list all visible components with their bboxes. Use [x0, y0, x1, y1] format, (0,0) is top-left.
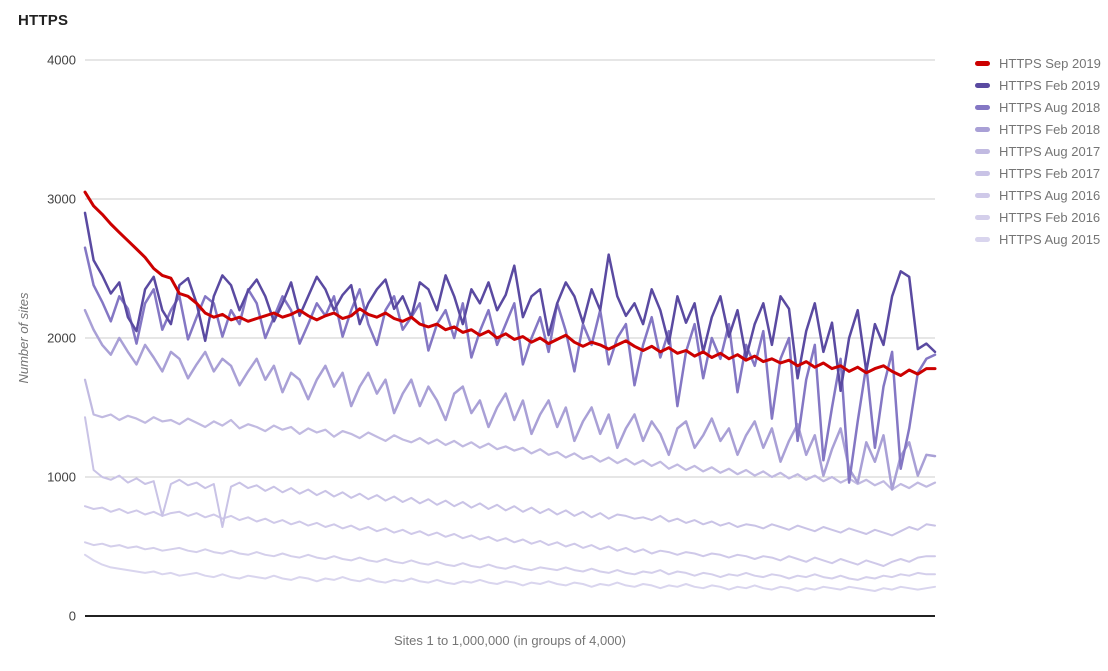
- series-line-https-aug-2017: [83, 378, 937, 491]
- series-lines: [83, 190, 937, 592]
- series-line-https-aug-2015: [84, 553, 936, 592]
- legend-label: HTTPS Feb 2017: [999, 165, 1101, 181]
- legend-item: HTTPS Feb 2018: [975, 118, 1101, 140]
- legend-item: HTTPS Feb 2016: [975, 206, 1101, 228]
- legend-swatch: [975, 148, 990, 154]
- y-tick-label: 2000: [47, 331, 76, 346]
- legend-item: HTTPS Feb 2017: [975, 162, 1101, 184]
- y-tick-label: 0: [69, 609, 76, 624]
- legend-item: HTTPS Sep 2019: [975, 52, 1101, 74]
- legend-item: HTTPS Aug 2016: [975, 184, 1101, 206]
- legend-label: HTTPS Feb 2019: [999, 77, 1101, 93]
- y-tick-label: 4000: [47, 53, 76, 68]
- legend-swatch: [975, 104, 990, 110]
- series-line-https-feb-2017: [84, 416, 936, 537]
- legend-swatch: [975, 236, 990, 242]
- legend-label: HTTPS Sep 2019: [999, 55, 1101, 71]
- series-line-https-feb-2019: [83, 211, 937, 393]
- legend-item: HTTPS Aug 2017: [975, 140, 1101, 162]
- legend-label: HTTPS Aug 2015: [999, 231, 1101, 247]
- y-tick-label: 3000: [47, 192, 76, 207]
- x-axis-title: Sites 1 to 1,000,000 (in groups of 4,000…: [394, 633, 626, 648]
- legend-swatch: [975, 192, 990, 198]
- chart-title: HTTPS: [18, 12, 69, 29]
- legend-item: HTTPS Feb 2019: [975, 74, 1101, 96]
- legend-swatch: [975, 60, 990, 66]
- legend-swatch: [975, 82, 990, 88]
- legend-label: HTTPS Feb 2016: [999, 209, 1101, 225]
- y-axis-title: Number of sites: [16, 292, 31, 384]
- legend-label: HTTPS Aug 2016: [999, 187, 1101, 203]
- legend-label: HTTPS Aug 2017: [999, 143, 1101, 159]
- series-line-https-feb-2016: [84, 541, 936, 581]
- series-line-https-aug-2018: [83, 246, 937, 484]
- series-line-https-aug-2016: [84, 505, 936, 567]
- y-axis-tick-labels: 4000 3000 2000 1000 0: [47, 53, 76, 624]
- legend-item: HTTPS Aug 2015: [975, 228, 1101, 250]
- y-tick-label: 1000: [47, 470, 76, 485]
- legend-swatch: [975, 170, 990, 176]
- series-line-https-feb-2018: [83, 308, 937, 491]
- legend-item: HTTPS Aug 2018: [975, 96, 1101, 118]
- legend-label: HTTPS Feb 2018: [999, 121, 1101, 137]
- legend-swatch: [975, 126, 990, 132]
- series-line-https-sep-2019: [83, 190, 937, 377]
- legend: HTTPS Sep 2019 HTTPS Feb 2019 HTTPS Aug 20…: [975, 52, 1101, 250]
- legend-label: HTTPS Aug 2018: [999, 99, 1101, 115]
- legend-swatch: [975, 214, 990, 220]
